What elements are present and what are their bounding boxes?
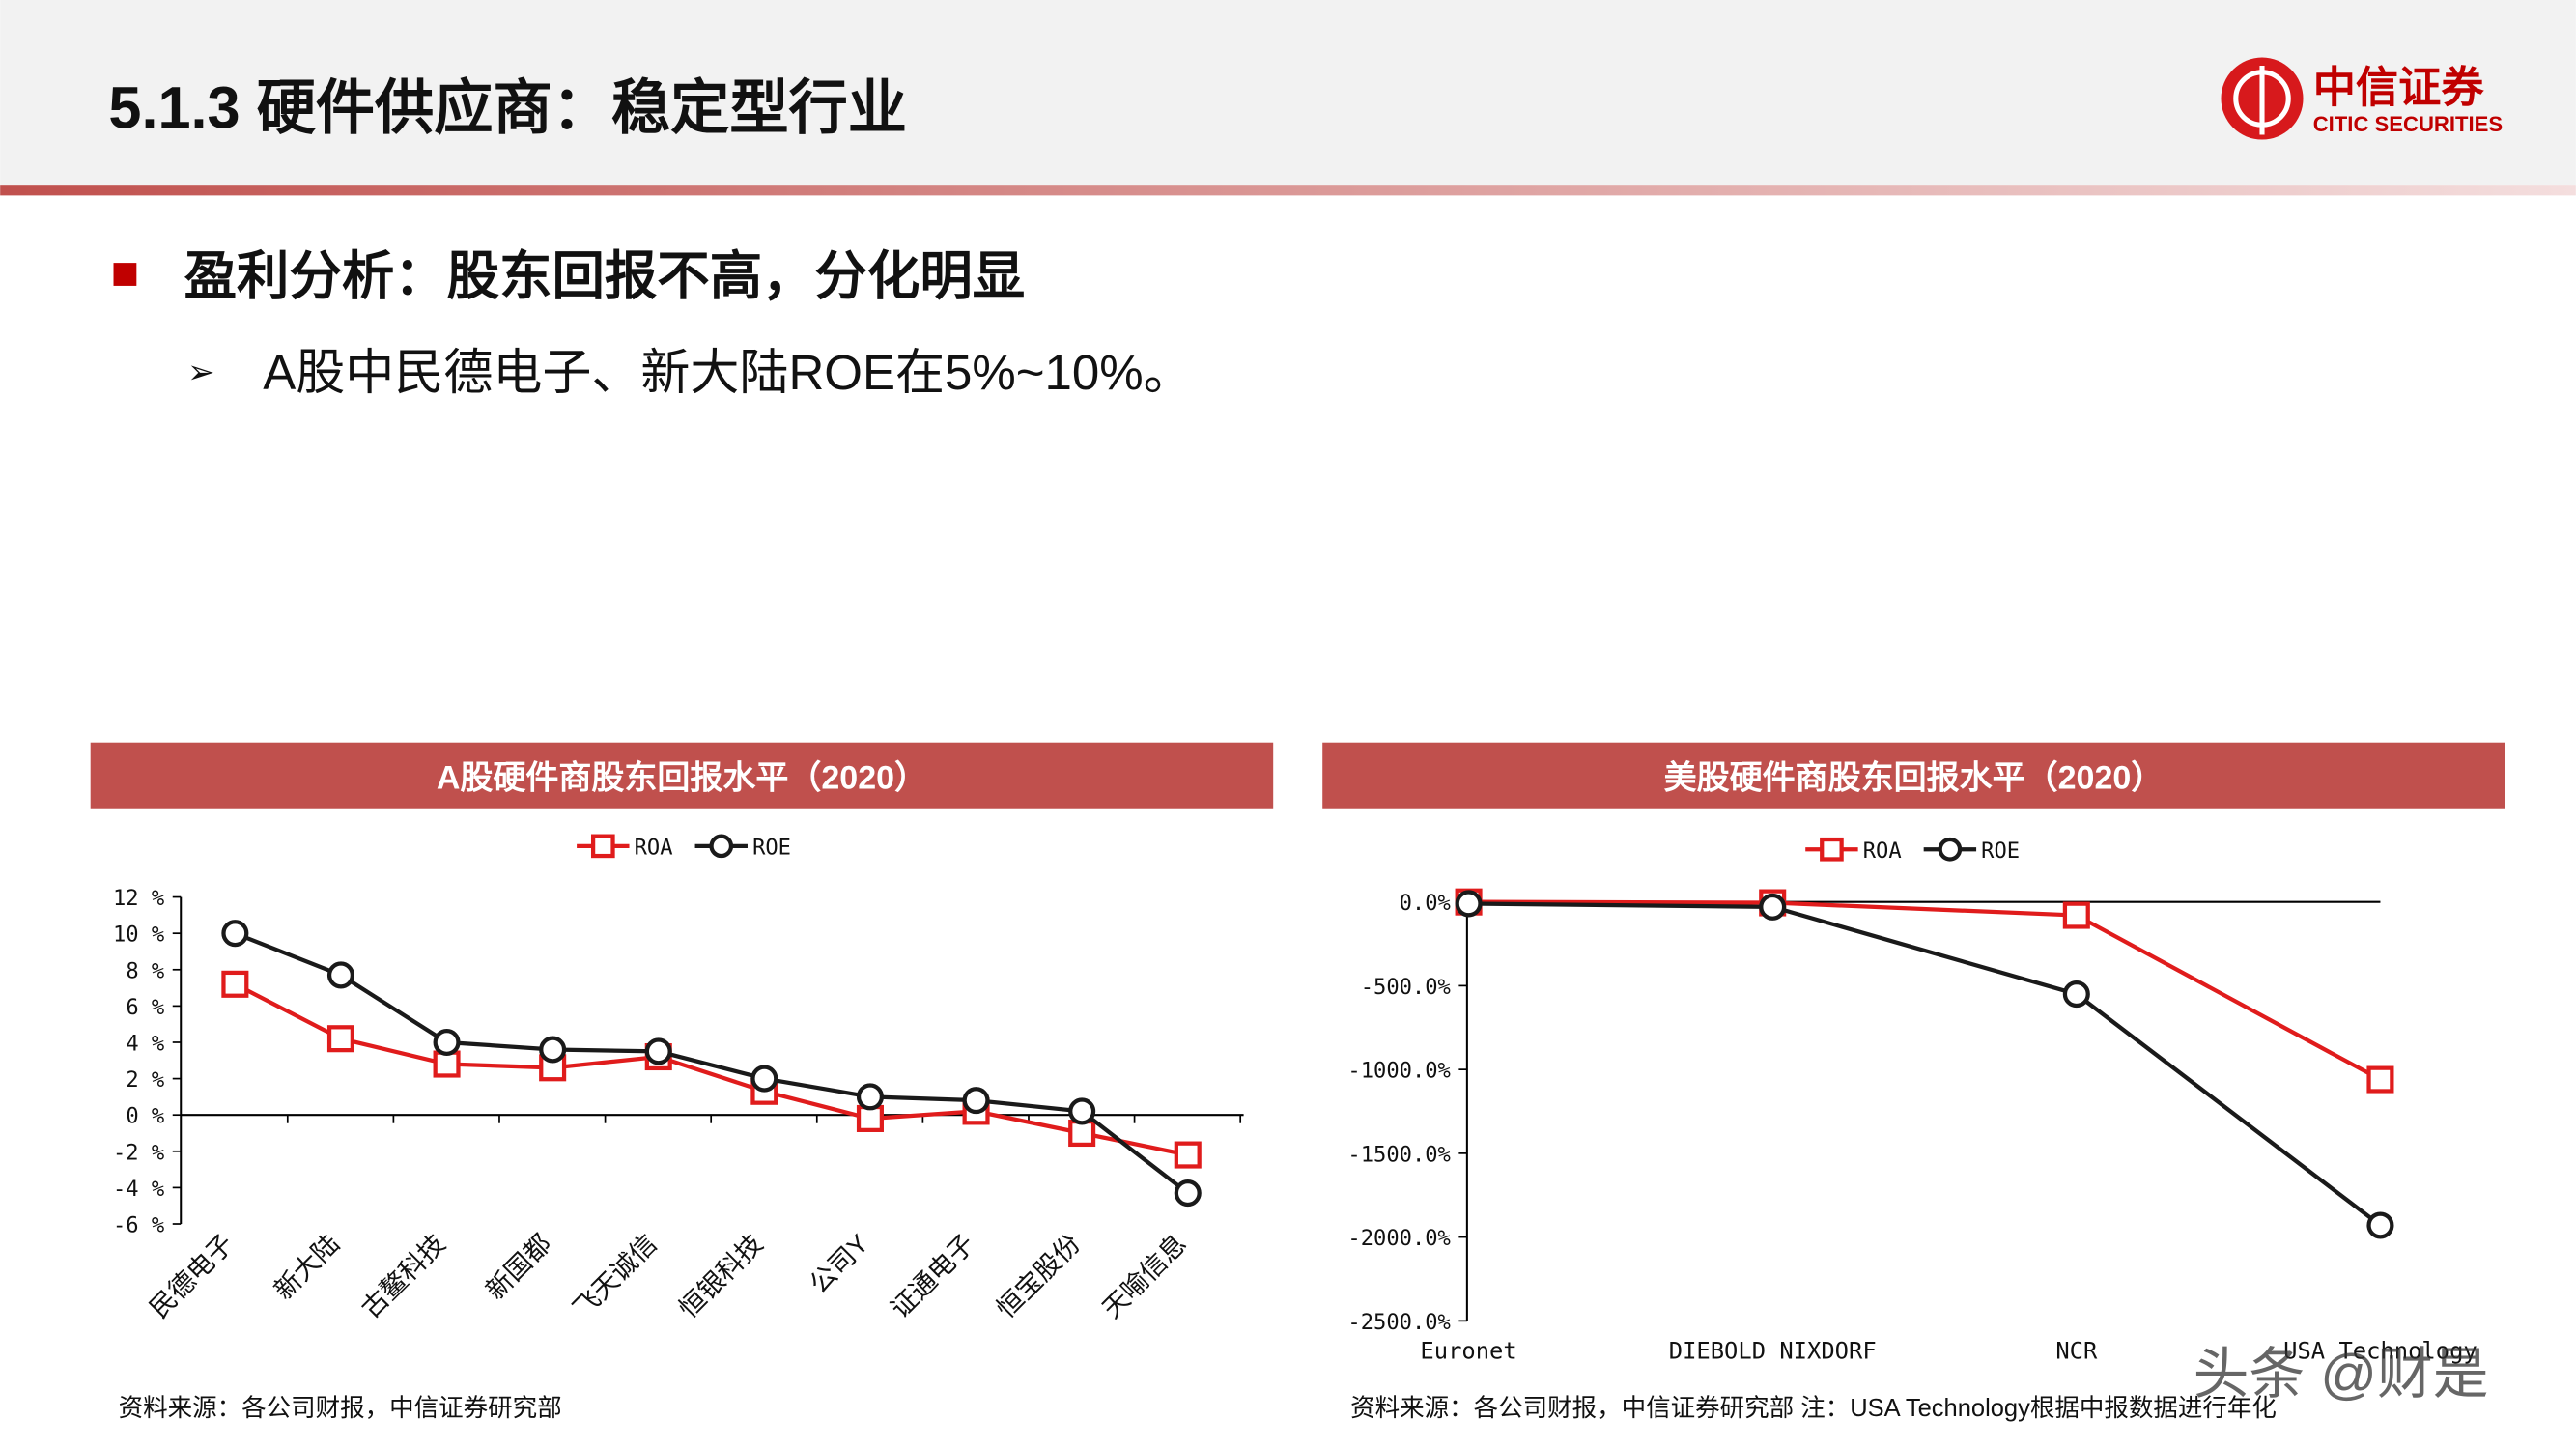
legend-marker — [590, 834, 615, 859]
chart-source: 资料来源：各公司财报，中信证券研究部 — [119, 1395, 562, 1422]
point — [539, 1036, 567, 1064]
x-tick-label: 飞天诚信 — [567, 1228, 663, 1323]
logo-en: CITIC SECURITIES — [2313, 112, 2503, 136]
point — [433, 1028, 461, 1057]
logo: 中信证券 CITIC SECURITIES — [2221, 57, 2503, 140]
y-tick-label: 0.0% — [1400, 891, 1451, 916]
chart-title-bar — [90, 742, 1274, 809]
y-tick-label: 10 % — [113, 923, 164, 948]
y-tick-label: -2 % — [113, 1140, 164, 1165]
x-tick-label: 古鳌科技 — [355, 1228, 451, 1323]
x-tick-label: 天喻信息 — [1096, 1228, 1192, 1323]
header-bg — [0, 0, 2576, 186]
y-tick-label: 12 % — [113, 886, 164, 911]
watermark: 头条 @财是 — [2194, 1344, 2489, 1406]
x-tick-label: USA Technology — [2283, 1337, 2477, 1364]
y-tick-label: -6 % — [113, 1213, 164, 1238]
point — [221, 970, 249, 998]
point — [856, 1083, 884, 1111]
point — [326, 1025, 354, 1053]
x-tick-label: 恒宝股份 — [991, 1228, 1087, 1323]
point — [326, 961, 354, 989]
point — [750, 1065, 778, 1093]
legend-label: ROE — [1981, 838, 2020, 864]
y-tick-label: -2500.0% — [1347, 1310, 1450, 1335]
chart-title: A股硬件商股东回报水平（2020） — [437, 758, 927, 796]
point — [433, 1050, 461, 1078]
x-tick-label: 新国都 — [480, 1228, 557, 1305]
point — [2062, 901, 2090, 929]
y-tick-label: -2000.0% — [1347, 1226, 1450, 1251]
x-tick-label: 恒银科技 — [673, 1228, 769, 1323]
x-tick-label: 民德电子 — [144, 1228, 240, 1323]
point — [1174, 1179, 1202, 1208]
bullet-square — [113, 263, 137, 286]
x-tick-label: 公司Y — [804, 1228, 874, 1298]
point — [1174, 1141, 1202, 1169]
y-tick-label: -1000.0% — [1347, 1059, 1450, 1084]
y-tick-label: 8 % — [126, 958, 164, 983]
chart-source: 资料来源：各公司财报，中信证券研究部 注：USA Technology根据中报数… — [1350, 1395, 2277, 1422]
legend-label: ROA — [635, 835, 673, 860]
logo-cn: 中信证券 — [2313, 64, 2485, 111]
series-line — [234, 931, 1190, 1195]
point — [1455, 890, 1483, 918]
x-tick-label: NCR — [2055, 1337, 2098, 1364]
y-tick-label: 2 % — [126, 1067, 164, 1093]
point — [2366, 1065, 2394, 1094]
bullet-arrow: ➢ — [187, 354, 214, 390]
series-line — [234, 981, 1189, 1157]
point — [1068, 1119, 1096, 1148]
y-tick-label: -1500.0% — [1347, 1142, 1450, 1167]
x-tick-label: Euronet — [1420, 1337, 1516, 1364]
y-tick-label: -4 % — [113, 1177, 164, 1202]
point — [2366, 1211, 2394, 1239]
header-rule — [0, 185, 2576, 196]
legend-label: ROE — [752, 835, 791, 860]
y-tick-label: -500.0% — [1361, 975, 1451, 1000]
page-title: 5.1.3 硬件供应商：稳定型行业 — [108, 75, 907, 141]
x-tick-label: 新大陆 — [269, 1228, 346, 1305]
point — [1759, 893, 1787, 921]
point — [1068, 1097, 1096, 1125]
legend-marker — [709, 834, 734, 859]
bullet-main: 盈利分析：股东回报不高，分化明显 — [184, 246, 1026, 305]
point — [644, 1037, 672, 1065]
chart-title: 美股硬件商股东回报水平（2020） — [1664, 758, 2165, 796]
series-line — [1468, 901, 2382, 1228]
legend-marker — [1938, 837, 1963, 862]
point — [962, 1087, 990, 1115]
point — [856, 1104, 884, 1132]
chart-title-bar — [1322, 742, 2505, 809]
series-line — [1468, 899, 2382, 1082]
y-tick-label: 6 % — [126, 995, 164, 1020]
point — [2062, 980, 2090, 1009]
x-tick-label: 证通电子 — [885, 1228, 980, 1323]
y-tick-label: 0 % — [126, 1104, 164, 1129]
y-tick-label: 4 % — [126, 1031, 164, 1056]
legend-marker — [1820, 837, 1844, 862]
bullet-sub: A股中民德电子、新大陆ROE在5%~10%。 — [263, 345, 1192, 400]
legend-label: ROA — [1863, 838, 1902, 864]
x-tick-label: DIEBOLD NIXDORF — [1669, 1337, 1877, 1364]
point — [221, 920, 249, 948]
